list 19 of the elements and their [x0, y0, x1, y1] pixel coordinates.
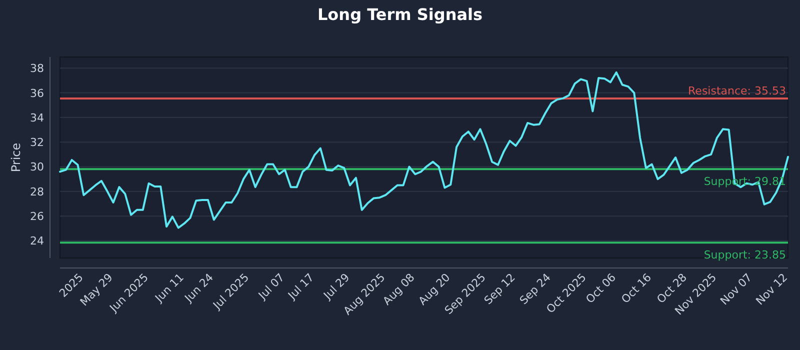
ref-line-label: Resistance: 35.53	[688, 84, 786, 98]
line-series	[59, 71, 789, 229]
y-tick-label: 28	[30, 185, 44, 198]
y-tick-label: 36	[30, 86, 44, 100]
x-tick-label: Jul 17	[284, 270, 317, 303]
x-tick-label: Oct 16	[618, 270, 654, 306]
x-tick-label: Jul 29	[320, 270, 352, 303]
y-tick-label: 26	[30, 210, 44, 224]
y-axis-title: Price	[9, 142, 23, 172]
y-tick-label: 32	[30, 136, 44, 150]
x-tick-label: Jul 07	[255, 270, 288, 303]
y-tick-label: 34	[30, 111, 44, 124]
y-tick-label: 30	[30, 160, 44, 174]
y-tick-label: 24	[30, 234, 44, 248]
chart-title: Long Term Signals	[317, 5, 483, 24]
x-tick-label: Nov 07	[718, 270, 755, 308]
ref-line-label: Support: 23.85	[704, 248, 786, 262]
x-tick-label: Nov 12	[753, 270, 790, 308]
y-tick-label: 38	[30, 62, 44, 76]
